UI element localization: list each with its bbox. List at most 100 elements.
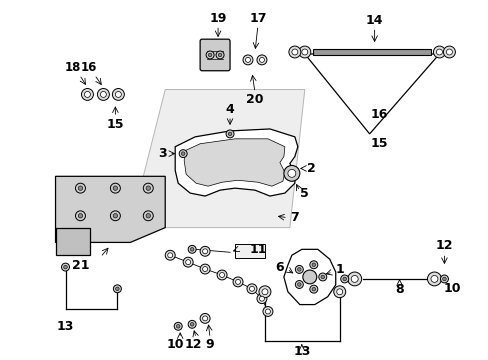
Circle shape xyxy=(309,261,317,269)
Circle shape xyxy=(190,323,194,326)
Text: 14: 14 xyxy=(365,14,383,27)
Text: 4: 4 xyxy=(225,103,234,116)
Circle shape xyxy=(350,275,357,282)
Circle shape xyxy=(297,267,301,271)
Text: 13: 13 xyxy=(292,346,310,359)
Circle shape xyxy=(295,280,303,288)
Circle shape xyxy=(202,267,207,271)
Circle shape xyxy=(440,275,447,283)
Text: 8: 8 xyxy=(394,283,403,296)
Circle shape xyxy=(188,320,196,328)
Text: 18: 18 xyxy=(64,61,81,74)
Polygon shape xyxy=(56,176,165,242)
Circle shape xyxy=(265,309,270,314)
Circle shape xyxy=(256,294,266,303)
Circle shape xyxy=(295,265,303,273)
Circle shape xyxy=(75,211,85,221)
Circle shape xyxy=(443,46,454,58)
Circle shape xyxy=(216,51,224,59)
Circle shape xyxy=(165,250,175,260)
Circle shape xyxy=(202,316,207,321)
Text: 15: 15 xyxy=(370,137,387,150)
Circle shape xyxy=(219,273,224,278)
Circle shape xyxy=(100,91,106,98)
Circle shape xyxy=(256,55,266,65)
Text: 16: 16 xyxy=(370,108,387,121)
Circle shape xyxy=(143,183,153,193)
Polygon shape xyxy=(184,139,285,186)
Circle shape xyxy=(181,152,184,156)
Circle shape xyxy=(249,286,254,291)
Circle shape xyxy=(110,211,120,221)
Circle shape xyxy=(115,287,119,291)
Text: 2: 2 xyxy=(307,162,316,175)
Circle shape xyxy=(179,150,187,158)
Circle shape xyxy=(146,213,150,218)
Circle shape xyxy=(208,53,211,57)
Text: 10: 10 xyxy=(166,338,183,351)
Circle shape xyxy=(233,277,243,287)
Circle shape xyxy=(246,284,256,294)
Circle shape xyxy=(113,213,118,218)
Circle shape xyxy=(446,49,451,55)
Circle shape xyxy=(259,296,264,301)
Circle shape xyxy=(302,270,316,284)
Circle shape xyxy=(432,46,445,58)
Circle shape xyxy=(200,246,210,256)
Circle shape xyxy=(185,260,190,265)
Circle shape xyxy=(146,186,150,190)
Text: 19: 19 xyxy=(209,12,226,25)
Circle shape xyxy=(298,46,310,58)
Circle shape xyxy=(115,91,121,98)
Circle shape xyxy=(301,49,307,55)
Circle shape xyxy=(320,275,324,279)
Text: 17: 17 xyxy=(249,12,266,25)
Text: 12: 12 xyxy=(184,338,202,351)
FancyBboxPatch shape xyxy=(200,39,229,71)
Polygon shape xyxy=(175,129,297,196)
Circle shape xyxy=(112,89,124,100)
Circle shape xyxy=(430,275,437,282)
Circle shape xyxy=(78,186,82,190)
Circle shape xyxy=(263,307,272,316)
Bar xyxy=(235,244,264,258)
Circle shape xyxy=(243,55,252,65)
Circle shape xyxy=(284,166,299,181)
Circle shape xyxy=(228,132,231,136)
Circle shape xyxy=(113,186,118,190)
Circle shape xyxy=(311,287,315,291)
Circle shape xyxy=(63,265,67,269)
Text: 15: 15 xyxy=(106,117,124,131)
Circle shape xyxy=(342,277,346,281)
Circle shape xyxy=(200,314,210,323)
Circle shape xyxy=(288,46,300,58)
Circle shape xyxy=(202,249,207,254)
Text: 6: 6 xyxy=(275,261,284,274)
Circle shape xyxy=(235,279,240,284)
Circle shape xyxy=(183,257,193,267)
Circle shape xyxy=(143,211,153,221)
Circle shape xyxy=(347,272,361,286)
Circle shape xyxy=(61,263,69,271)
Circle shape xyxy=(318,273,326,281)
Bar xyxy=(312,49,430,55)
Circle shape xyxy=(259,58,264,62)
Text: 11: 11 xyxy=(249,243,266,256)
Circle shape xyxy=(333,286,345,298)
Circle shape xyxy=(218,53,222,57)
Text: 10: 10 xyxy=(443,282,460,295)
Circle shape xyxy=(259,286,270,298)
Polygon shape xyxy=(284,249,335,305)
Text: 3: 3 xyxy=(158,147,166,160)
Circle shape xyxy=(174,322,182,330)
Text: 5: 5 xyxy=(300,186,308,199)
Circle shape xyxy=(97,89,109,100)
Text: 20: 20 xyxy=(246,93,263,106)
Circle shape xyxy=(84,91,90,98)
Circle shape xyxy=(200,264,210,274)
Circle shape xyxy=(442,277,446,281)
Circle shape xyxy=(297,283,301,286)
Text: 9: 9 xyxy=(205,338,214,351)
Text: 16: 16 xyxy=(80,61,97,74)
Circle shape xyxy=(309,285,317,293)
